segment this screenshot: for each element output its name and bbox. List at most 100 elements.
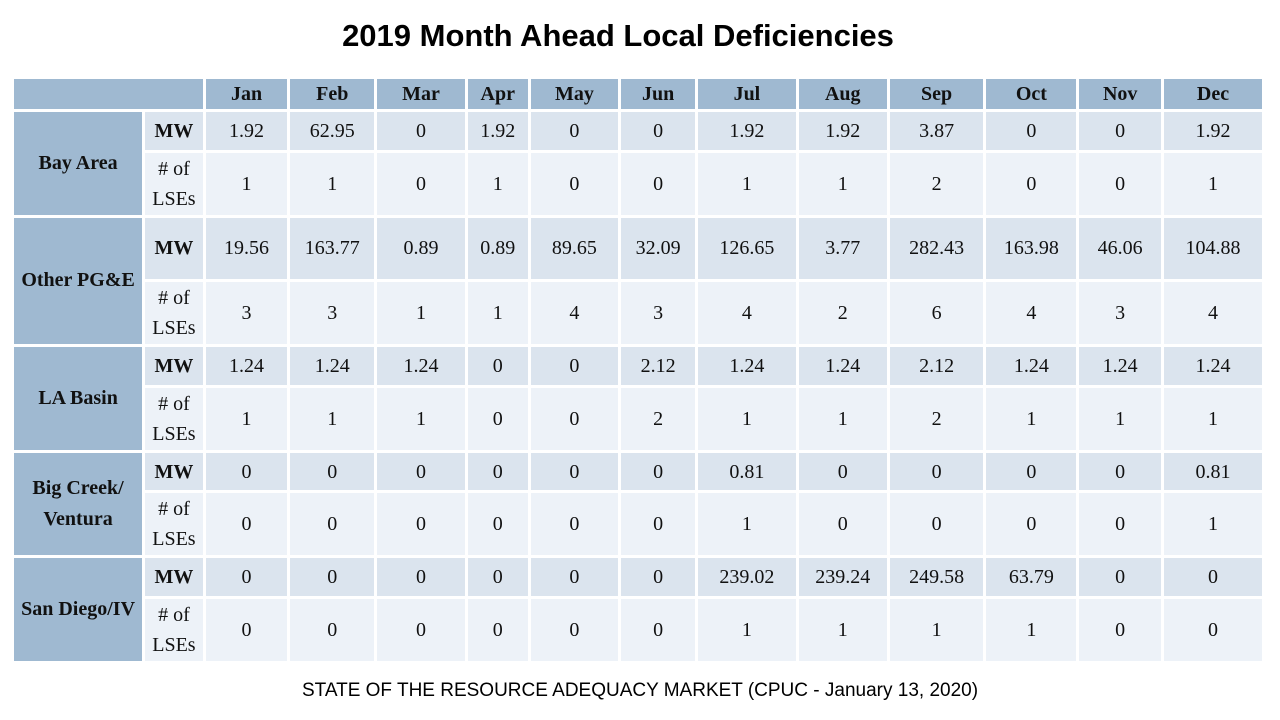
mw-cell: 32.09 — [618, 214, 698, 283]
month-header: Jun — [618, 76, 698, 112]
table-body: Bay Area MW 1.92 62.95 0 1.92 0 0 1.92 1.92 3.87 0 0… — [10, 109, 1265, 664]
lse-count-cell: 1 — [202, 384, 291, 453]
mw-cell: 1.92 — [1161, 109, 1265, 153]
mw-cell: 126.65 — [694, 214, 799, 283]
mw-cell: 1.92 — [464, 109, 531, 153]
mw-cell: 1.92 — [795, 109, 890, 153]
mw-cell: 1.24 — [795, 344, 890, 388]
metric-label-mw: MW — [142, 344, 206, 388]
mw-cell: 0 — [618, 109, 698, 153]
mw-cell: 239.02 — [694, 555, 799, 599]
mw-cell: 0 — [527, 109, 622, 153]
lse-count-cell: 2 — [886, 149, 987, 218]
lse-count-cell: 1 — [694, 490, 799, 559]
metric-label-lses: # of LSEs — [142, 490, 206, 559]
lse-count-cell: 1 — [795, 149, 890, 218]
mw-cell: 0 — [795, 449, 890, 494]
mw-cell: 104.88 — [1161, 214, 1265, 283]
lse-count-cell: 4 — [1161, 279, 1265, 348]
month-header: Jan — [202, 76, 291, 112]
mw-cell: 1.24 — [287, 344, 378, 388]
lse-count-cell: 0 — [527, 149, 622, 218]
lse-count-cell: 1 — [287, 149, 378, 218]
lse-count-cell: 3 — [202, 279, 291, 348]
region-label: Bay Area — [10, 109, 146, 218]
lse-count-cell: 0 — [1076, 596, 1165, 664]
lse-count-cell: 2 — [886, 384, 987, 453]
lse-count-cell: 0 — [374, 149, 468, 218]
lse-count-cell: 3 — [287, 279, 378, 348]
mw-cell: 0 — [1076, 109, 1165, 153]
mw-cell: 0.81 — [1161, 449, 1265, 494]
lse-count-cell: 0 — [202, 490, 291, 559]
deficiency-table: Jan Feb Mar Apr May Jun Jul Aug Sep Oct … — [10, 76, 1265, 664]
source-footer: STATE OF THE RESOURCE ADEQUACY MARKET (C… — [301, 680, 979, 701]
lse-count-cell: 1 — [464, 279, 531, 348]
lse-count-cell: 0 — [527, 490, 622, 559]
lse-count-cell: 2 — [618, 384, 698, 453]
mw-cell: 0 — [886, 449, 987, 494]
mw-cell: 2.12 — [886, 344, 987, 388]
lse-count-cell: 4 — [694, 279, 799, 348]
lse-count-cell: 6 — [886, 279, 987, 348]
region-label: Big Creek/ Ventura — [10, 449, 146, 559]
lse-count-cell: 1 — [694, 384, 799, 453]
mw-cell: 1.24 — [202, 344, 291, 388]
lse-count-cell: 3 — [618, 279, 698, 348]
mw-cell: 0 — [527, 344, 622, 388]
lse-count-cell: 0 — [618, 490, 698, 559]
table-row: # of LSEs 1 1 1 0 0 2 1 1 2 1 1 1 — [13, 384, 1265, 453]
metric-label-lses: # of LSEs — [142, 596, 206, 664]
lse-count-cell: 0 — [983, 149, 1080, 218]
mw-cell: 3.87 — [886, 109, 987, 153]
mw-cell: 1.92 — [694, 109, 799, 153]
lse-count-cell: 0 — [527, 384, 622, 453]
header-corner — [11, 76, 206, 112]
mw-cell: 0 — [202, 449, 291, 494]
lse-count-cell: 1 — [287, 384, 378, 453]
month-header: Feb — [287, 76, 378, 112]
region-label: Other PG&E — [10, 214, 146, 348]
metric-label-lses: # of LSEs — [142, 279, 206, 348]
lse-count-cell: 1 — [983, 384, 1080, 453]
lse-count-cell: 0 — [1076, 149, 1165, 218]
month-header: Mar — [374, 76, 468, 112]
lse-count-cell: 1 — [694, 596, 799, 664]
lse-count-cell: 1 — [795, 596, 890, 664]
table-row: # of LSEs 0 0 0 0 0 0 1 0 0 0 0 1 — [13, 490, 1265, 559]
mw-cell: 0 — [464, 344, 531, 388]
month-header: Dec — [1161, 76, 1265, 112]
lse-count-cell: 1 — [464, 149, 531, 218]
lse-count-cell: 0 — [618, 596, 698, 664]
mw-cell: 0 — [983, 109, 1080, 153]
mw-cell: 0 — [464, 555, 531, 599]
month-header: Apr — [464, 76, 531, 112]
month-header: Aug — [795, 76, 890, 112]
lse-count-cell: 2 — [795, 279, 890, 348]
mw-cell: 0.81 — [694, 449, 799, 494]
mw-cell: 282.43 — [886, 214, 987, 283]
region-label: San Diego/IV — [10, 555, 146, 664]
lse-count-cell: 1 — [374, 279, 468, 348]
mw-cell: 163.98 — [983, 214, 1080, 283]
metric-label-lses: # of LSEs — [142, 149, 206, 218]
lse-count-cell: 1 — [202, 149, 291, 218]
mw-cell: 1.24 — [983, 344, 1080, 388]
mw-cell: 46.06 — [1076, 214, 1165, 283]
metric-label-mw: MW — [142, 214, 206, 283]
lse-count-cell: 0 — [464, 490, 531, 559]
mw-cell: 1.24 — [1076, 344, 1165, 388]
lse-count-cell: 1 — [983, 596, 1080, 664]
mw-cell: 0 — [527, 555, 622, 599]
mw-cell: 3.77 — [795, 214, 890, 283]
mw-cell: 0 — [374, 555, 468, 599]
lse-count-cell: 0 — [795, 490, 890, 559]
lse-count-cell: 0 — [464, 384, 531, 453]
mw-cell: 19.56 — [202, 214, 291, 283]
mw-cell: 0 — [983, 449, 1080, 494]
mw-cell: 0.89 — [464, 214, 531, 283]
mw-cell: 249.58 — [886, 555, 987, 599]
mw-cell: 0 — [287, 449, 378, 494]
mw-cell: 63.79 — [983, 555, 1080, 599]
lse-count-cell: 0 — [983, 490, 1080, 559]
